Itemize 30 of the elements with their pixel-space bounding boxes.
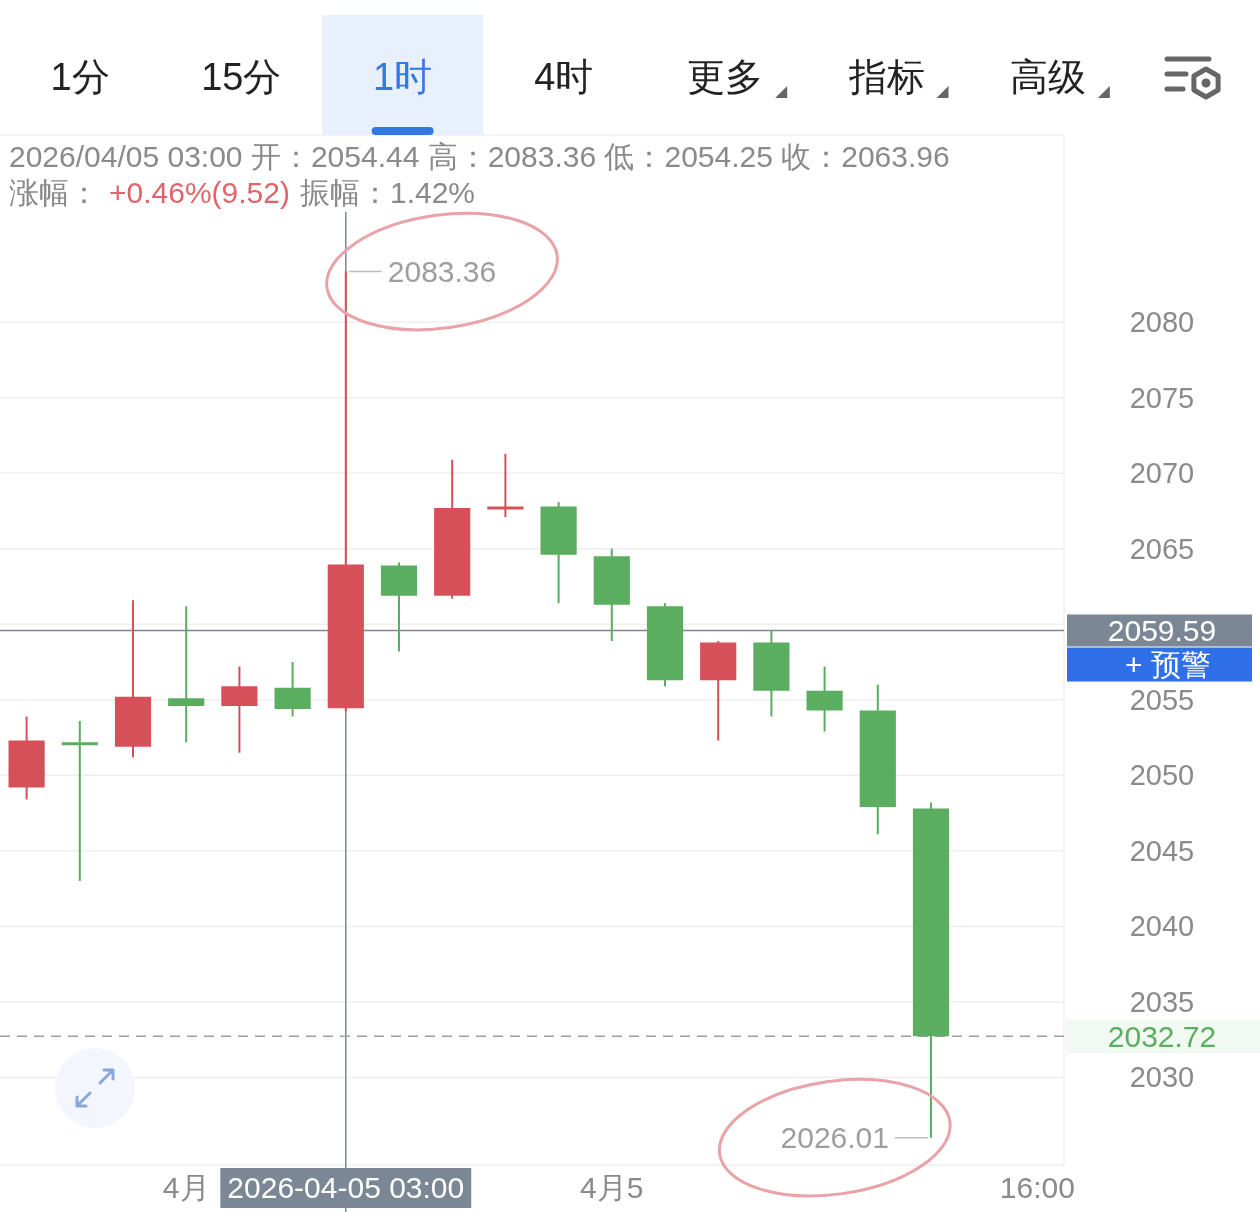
annotation: 2026.01: [780, 1121, 889, 1155]
y-tick-label: 2045: [1129, 834, 1195, 867]
x-tick-label: 4月: [162, 1170, 210, 1204]
y-tick-label: 2065: [1129, 532, 1195, 565]
annotation: 2083.36: [387, 255, 497, 289]
annotation: 涨幅：: [9, 175, 99, 209]
y-tick-label: 2050: [1129, 759, 1195, 792]
y-tick-label: 2075: [1129, 381, 1195, 414]
y-tick-label: 2080: [1129, 306, 1195, 339]
y-tick-label: 2040: [1129, 910, 1195, 943]
y-tick-label: 2070: [1129, 457, 1195, 490]
x-tick-label: 4月5: [580, 1170, 644, 1204]
text: 指标: [847, 56, 925, 98]
ref-line-label: 2059.59: [1107, 614, 1217, 648]
y-tick-label: 2030: [1129, 1061, 1195, 1094]
text: 15分: [201, 56, 282, 98]
annotation: 振幅：1.42%: [299, 175, 476, 209]
annotation: 2026/04/05 03:00 开：2054.44 高：2083.36 低：2054.25 收：2063.96: [9, 139, 950, 173]
text: 4时: [534, 56, 594, 98]
ref-line-label: 2032.72: [1107, 1019, 1217, 1053]
x-tick-label: 16:00: [999, 1170, 1075, 1204]
text: 更多: [687, 56, 764, 98]
y-tick-label: 2035: [1129, 985, 1195, 1018]
text: 高级: [1009, 56, 1086, 98]
text: 1时: [373, 56, 433, 98]
ref-line-label: 2026-04-05 03:00: [227, 1170, 465, 1204]
text: 1分: [50, 56, 110, 98]
y-tick-label: 2055: [1129, 683, 1195, 716]
text: + 预警: [1125, 648, 1211, 682]
annotation: +0.46%(9.52): [109, 175, 290, 209]
